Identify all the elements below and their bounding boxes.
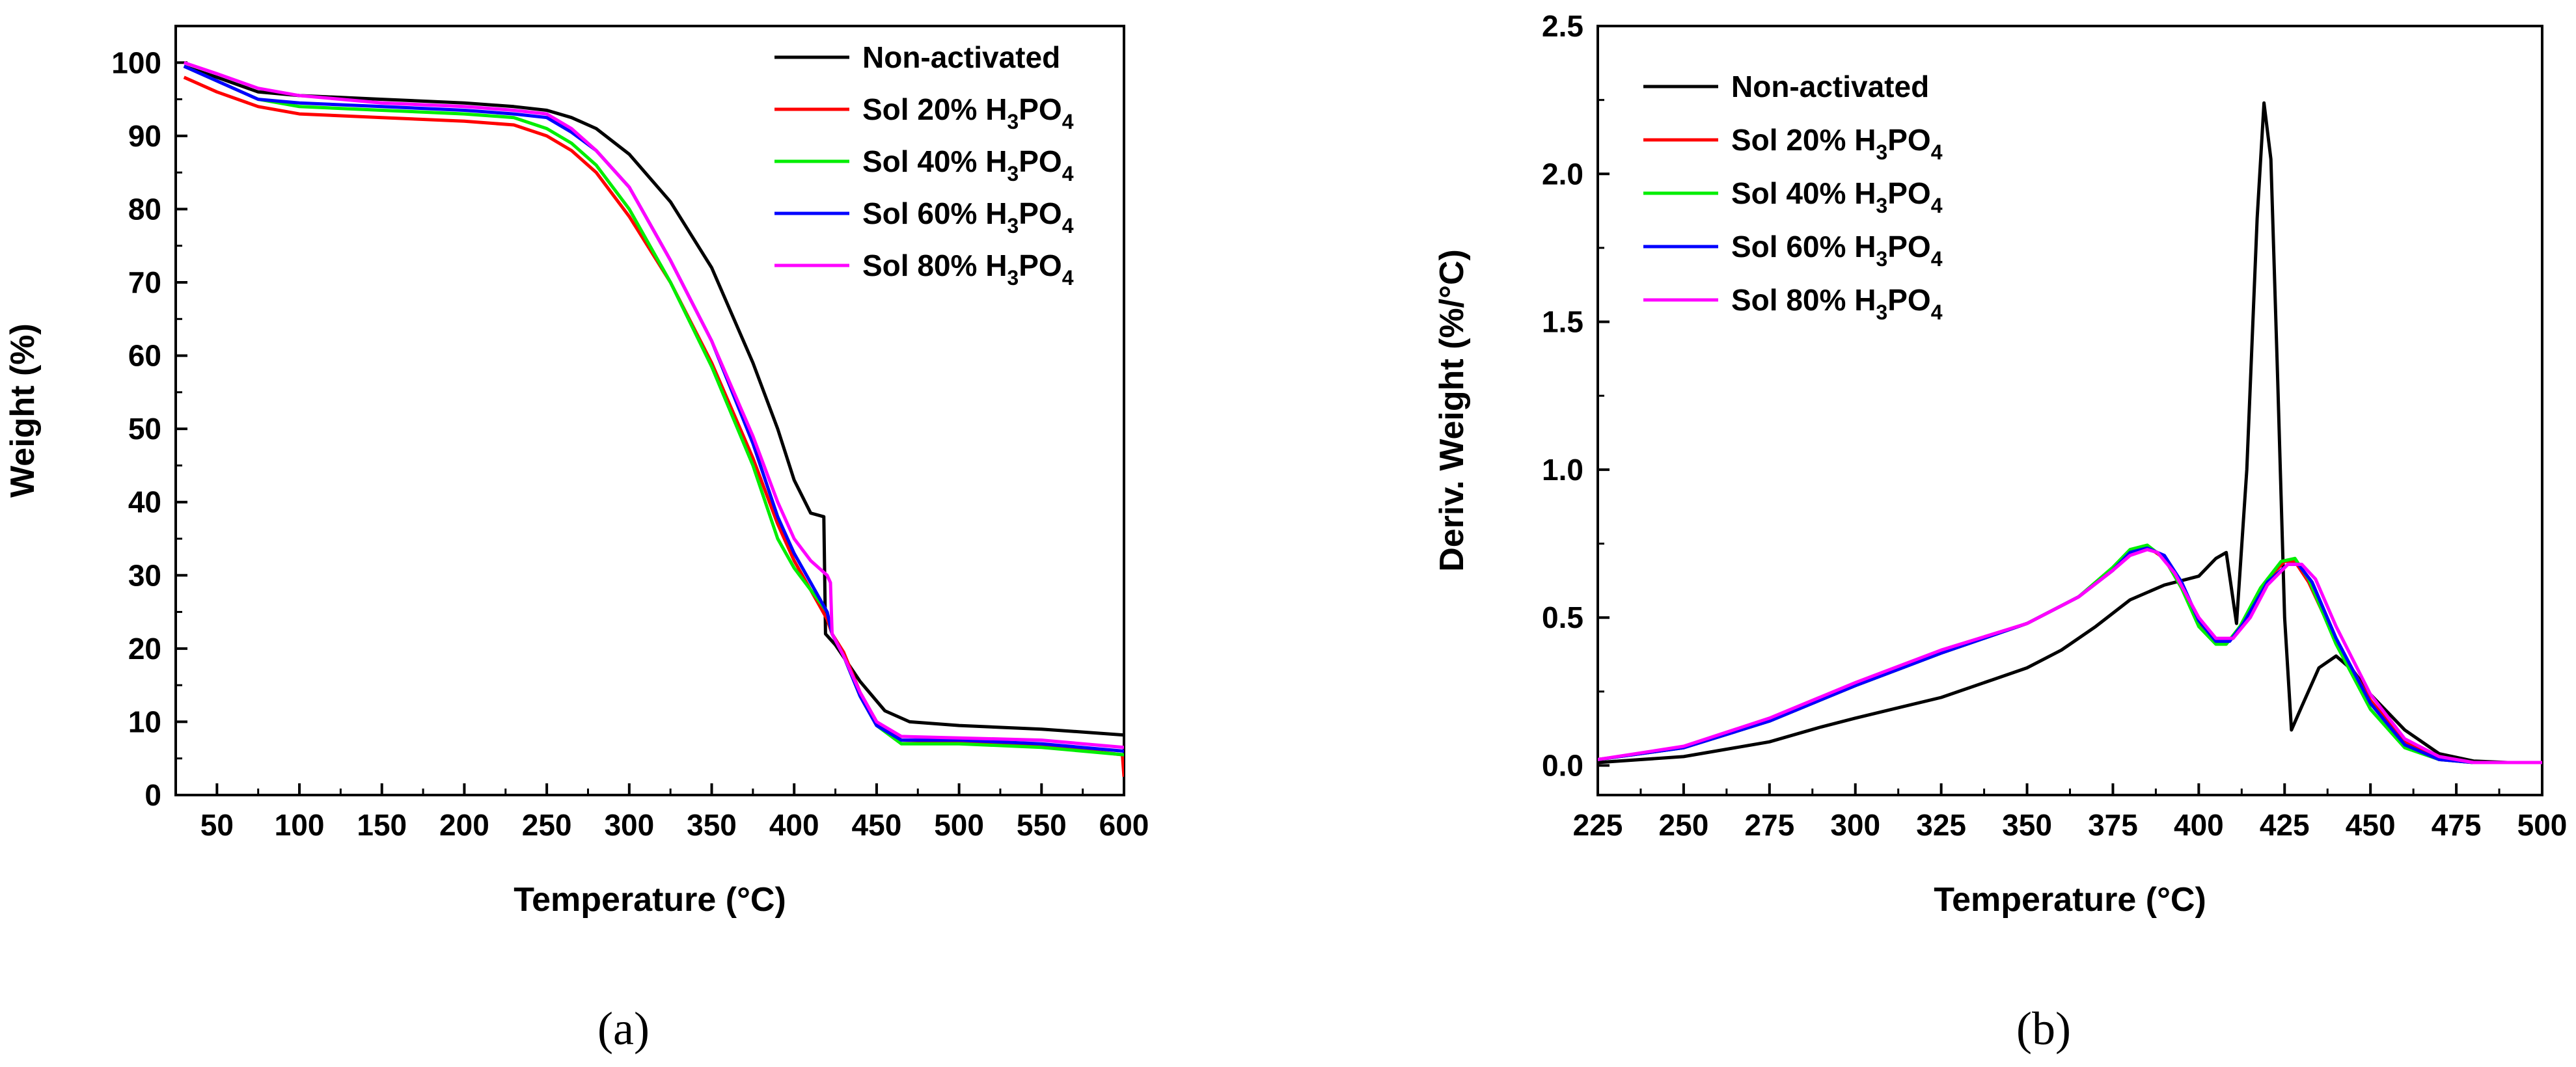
x-tick-label: 50: [200, 808, 234, 842]
legend-label: Sol 40% H3PO4: [862, 144, 1074, 185]
legend-label: Sol 60% H3PO4: [862, 196, 1074, 237]
x-tick-label: 325: [1916, 808, 1966, 842]
legend-label: Sol 80% H3PO4: [1731, 283, 1943, 324]
legend-label: Sol 20% H3PO4: [862, 92, 1074, 133]
y-tick-label: 40: [128, 485, 161, 519]
x-tick-label: 375: [2088, 808, 2138, 842]
x-tick-label: 225: [1573, 808, 1623, 842]
y-tick-label: 30: [128, 558, 161, 592]
series-group: [183, 61, 1124, 777]
y-tick-label: 0.0: [1542, 749, 1583, 783]
x-tick-label: 350: [2002, 808, 2052, 842]
y-tick-label: 80: [128, 192, 161, 226]
x-tick-label: 150: [357, 808, 407, 842]
y-tick-label: 100: [111, 46, 161, 79]
y-axis-title: Weight (%): [4, 323, 42, 498]
y-tick-label: 10: [128, 705, 161, 738]
x-axis-title: Temperature (°C): [514, 881, 786, 919]
y-tick-label: 0.5: [1542, 601, 1583, 634]
y-tick-label: 50: [128, 412, 161, 446]
y-axis-title: Deriv. Weight (%/°C): [1433, 249, 1471, 572]
series-line-sol-60-h3po4: [1598, 546, 2542, 764]
x-tick-label: 350: [687, 808, 737, 842]
legend-label: Sol 20% H3PO4: [1731, 123, 1943, 164]
x-tick-label: 600: [1099, 808, 1149, 842]
y-tick-label: 2.5: [1542, 9, 1583, 43]
series-group: [1598, 101, 2542, 764]
x-tick-label: 250: [1659, 808, 1709, 842]
x-tick-label: 475: [2432, 808, 2482, 842]
y-tick-label: 1.0: [1542, 453, 1583, 487]
x-tick-label: 500: [2517, 808, 2568, 842]
y-tick-label: 70: [128, 265, 161, 299]
legend-label: Non-activated: [1731, 70, 1929, 103]
x-tick-label: 300: [1830, 808, 1880, 842]
x-tick-label: 500: [934, 808, 984, 842]
legend: Non-activated Sol 20% H3PO4 Sol 40% H3PO4 S…: [774, 40, 1074, 290]
legend-label: Non-activated: [862, 40, 1060, 74]
series-line-sol-80-h3po4: [1598, 548, 2542, 764]
series-line-non-activated: [183, 64, 1124, 737]
x-tick-label: 275: [1744, 808, 1794, 842]
panel-b-chart: 225 250 275 300 325 350 375 400 425 450 475 500 0.0 0…: [1433, 9, 2567, 919]
plot-frame: [174, 25, 1125, 796]
y-tick-label: 1.5: [1542, 305, 1583, 339]
x-tick-label: 450: [852, 808, 902, 842]
series-line-sol-80-h3po4: [183, 61, 1124, 750]
y-tick-label: 2.0: [1542, 157, 1583, 191]
y-tick-label: 90: [128, 119, 161, 153]
legend-label: Sol 60% H3PO4: [1731, 230, 1943, 271]
x-tick-label: 400: [769, 808, 819, 842]
y-tick-label: 20: [128, 632, 161, 666]
panel-a-chart: 50 100 150 200 250 300 350 400 450 500 550 600 0 10 20…: [4, 25, 1149, 919]
y-tick-label: 0: [144, 778, 161, 812]
legend-label: Sol 80% H3PO4: [862, 249, 1074, 290]
x-tick-label: 400: [2174, 808, 2224, 842]
x-tick-label: 450: [2346, 808, 2396, 842]
x-tick-label: 250: [522, 808, 572, 842]
legend-label: Sol 40% H3PO4: [1731, 176, 1943, 217]
y-tick-label: 60: [128, 339, 161, 373]
x-tick-label: 425: [2260, 808, 2310, 842]
panel-b-caption: (b): [2016, 1003, 2071, 1055]
x-tick-label: 200: [439, 808, 489, 842]
x-tick-label: 100: [275, 808, 325, 842]
x-tick-label: 550: [1017, 808, 1067, 842]
x-axis-title: Temperature (°C): [1934, 881, 2206, 919]
panel-a-caption: (a): [597, 1003, 650, 1055]
legend: Non-activated Sol 20% H3PO4 Sol 40% H3PO4 S…: [1643, 70, 1943, 324]
x-tick-label: 300: [604, 808, 654, 842]
